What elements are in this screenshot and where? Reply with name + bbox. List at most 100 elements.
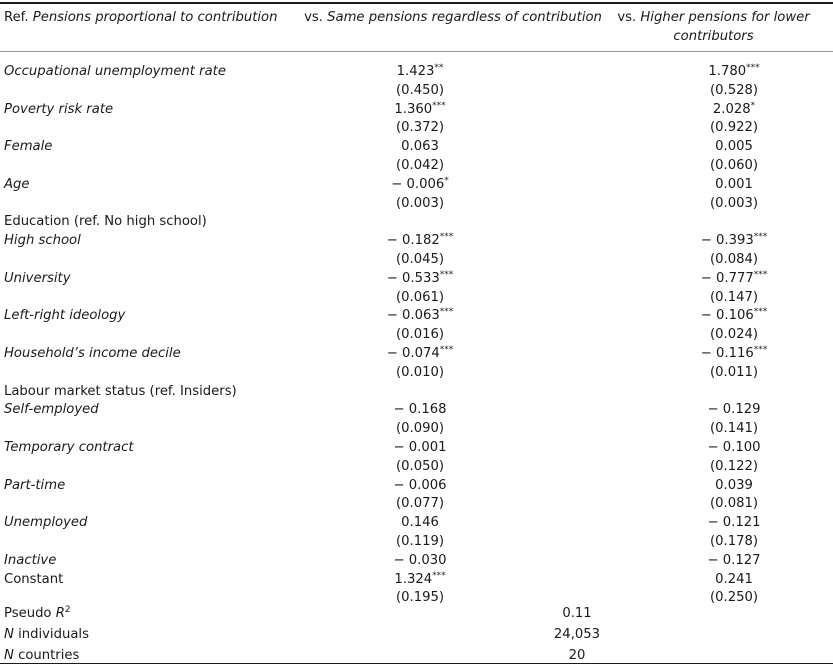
cell-higher-pensions: (0.084) bbox=[709, 252, 759, 267]
cell-higher-pensions: − 0.116*** bbox=[700, 345, 768, 362]
cell-higher-pensions: (0.141) bbox=[709, 421, 759, 437]
col2-prefix: vs. bbox=[617, 10, 641, 25]
row-label: University bbox=[4, 270, 71, 286]
footer-label: N countries bbox=[4, 648, 80, 663]
row-label: Constant bbox=[4, 571, 64, 587]
cell-higher-pensions: (0.081) bbox=[709, 496, 759, 512]
cell-same-pensions: (0.119) bbox=[395, 534, 445, 549]
cell-same-pensions: − 0.533*** bbox=[386, 269, 454, 286]
table-row: High school − 0.182*** − 0.393*** bbox=[0, 231, 833, 250]
header-reference: Ref. Pensions proportional to contributi… bbox=[4, 8, 304, 27]
significance-stars: *** bbox=[439, 345, 454, 355]
table-row-se: (0.195) (0.250) bbox=[0, 588, 833, 607]
cell-same-pensions: − 0.006 bbox=[393, 477, 447, 493]
table-row: Age − 0.006* 0.001 bbox=[0, 175, 833, 194]
table-row-se: (0.450) (0.528) bbox=[0, 81, 833, 100]
table-row-se: (0.090) (0.141) bbox=[0, 419, 833, 438]
ref-prefix: Ref. bbox=[4, 10, 33, 25]
table-row-se: (0.016) (0.024) bbox=[0, 325, 833, 344]
col1-label: Same pensions regardless of contribution bbox=[327, 10, 602, 25]
significance-stars: *** bbox=[753, 269, 768, 280]
cell-same-pensions: − 0.168 bbox=[393, 402, 447, 418]
cell-higher-pensions: (0.178) bbox=[709, 534, 759, 549]
cell-same-pensions: (0.050) bbox=[395, 458, 445, 474]
cell-higher-pensions: 0.005 bbox=[715, 139, 753, 155]
row-label: Poverty risk rate bbox=[4, 101, 114, 117]
cell-same-pensions: 0.146 bbox=[401, 515, 439, 531]
significance-stars: *** bbox=[439, 307, 454, 318]
significance-stars: ** bbox=[434, 63, 444, 73]
top-rule bbox=[0, 2, 833, 4]
table-row-se: (0.077) (0.081) bbox=[0, 494, 833, 513]
table-row: Occupational unemployment rate 1.423** 1.7… bbox=[0, 62, 833, 81]
cell-higher-pensions: − 0.777*** bbox=[700, 269, 768, 286]
significance-stars: *** bbox=[432, 100, 446, 111]
table-row: Unemployed 0.146 − 0.121 bbox=[0, 513, 833, 532]
significance-stars: *** bbox=[753, 345, 768, 355]
bottom-rule bbox=[0, 663, 833, 664]
cell-same-pensions: 1.324*** bbox=[394, 570, 446, 587]
cell-same-pensions: − 0.006* bbox=[391, 175, 449, 192]
cell-higher-pensions: (0.250) bbox=[709, 590, 759, 606]
table-row-se: (0.119) (0.178) bbox=[0, 532, 833, 551]
significance-stars: *** bbox=[439, 269, 454, 280]
cell-higher-pensions: 0.001 bbox=[715, 176, 753, 192]
table-row: Poverty risk rate 1.360*** 2.028* bbox=[0, 100, 833, 119]
cell-higher-pensions: 0.241 bbox=[715, 571, 753, 587]
table-row: Temporary contract − 0.001 − 0.100 bbox=[0, 438, 833, 457]
row-label: Inactive bbox=[4, 552, 57, 568]
cell-same-pensions: − 0.074*** bbox=[386, 345, 454, 362]
footer-value: 20 bbox=[568, 648, 586, 663]
cell-same-pensions: − 0.030 bbox=[393, 552, 447, 568]
table-row: Left-right ideology − 0.063*** − 0.106*** bbox=[0, 306, 833, 325]
table-row-se: (0.050) (0.122) bbox=[0, 457, 833, 476]
significance-stars: *** bbox=[746, 63, 760, 73]
cell-same-pensions: 1.360*** bbox=[394, 100, 446, 117]
cell-higher-pensions: − 0.127 bbox=[707, 552, 761, 568]
table-row-se: (0.045) (0.084) bbox=[0, 250, 833, 269]
row-label: Temporary contract bbox=[4, 440, 134, 455]
cell-higher-pensions: (0.024) bbox=[709, 327, 759, 343]
table-row: Education (ref. No high school) bbox=[0, 212, 833, 231]
row-label: Household’s income decile bbox=[4, 346, 181, 361]
cell-same-pensions: 0.063 bbox=[401, 139, 439, 155]
cell-same-pensions: (0.045) bbox=[395, 252, 445, 267]
cell-same-pensions: (0.090) bbox=[395, 421, 445, 437]
cell-higher-pensions: − 0.100 bbox=[707, 440, 761, 455]
footer-value: 0.11 bbox=[562, 606, 592, 621]
cell-same-pensions: − 0.182*** bbox=[386, 232, 454, 249]
col2-label: Higher pensions for lower contributors bbox=[640, 10, 810, 44]
cell-same-pensions: (0.195) bbox=[395, 590, 445, 606]
row-label: Occupational unemployment rate bbox=[4, 64, 226, 79]
cell-same-pensions: 1.423** bbox=[396, 63, 444, 80]
cell-higher-pensions: (0.147) bbox=[709, 289, 759, 305]
header-col2: vs. Higher pensions for lower contributo… bbox=[600, 8, 827, 46]
footer-value: 24,053 bbox=[553, 627, 601, 642]
cell-same-pensions: (0.016) bbox=[395, 327, 445, 343]
table-row: Self-employed − 0.168 − 0.129 bbox=[0, 400, 833, 419]
header-col1: vs. Same pensions regardless of contribu… bbox=[300, 8, 606, 27]
cell-higher-pensions: 1.780*** bbox=[708, 63, 760, 80]
footer-label: Pseudo R2 bbox=[4, 605, 71, 622]
row-label: Labour market status (ref. Insiders) bbox=[4, 383, 237, 399]
footer-row-n-countries: N countries 20 bbox=[0, 646, 833, 665]
table-row: University − 0.533*** − 0.777*** bbox=[0, 269, 833, 288]
footer-row-pseudo-r2: Pseudo R2 0.11 bbox=[0, 604, 833, 623]
row-label: Age bbox=[4, 176, 30, 192]
table-row-se: (0.010) (0.011) bbox=[0, 363, 833, 382]
row-label: Self-employed bbox=[4, 402, 99, 418]
table-row-se: (0.372) (0.922) bbox=[0, 118, 833, 137]
row-label: Left-right ideology bbox=[4, 308, 126, 324]
row-label: Education (ref. No high school) bbox=[4, 214, 207, 230]
cell-higher-pensions: (0.060) bbox=[709, 158, 759, 173]
table-row: Labour market status (ref. Insiders) bbox=[0, 382, 833, 401]
significance-stars: * bbox=[444, 175, 449, 186]
table-row-se: (0.042) (0.060) bbox=[0, 156, 833, 175]
table-row-se: (0.003) (0.003) bbox=[0, 194, 833, 213]
cell-same-pensions: (0.077) bbox=[395, 496, 445, 512]
cell-higher-pensions: (0.122) bbox=[709, 458, 759, 474]
significance-stars: *** bbox=[753, 232, 768, 243]
table-row: Inactive − 0.030 − 0.127 bbox=[0, 551, 833, 570]
cell-same-pensions: (0.372) bbox=[395, 120, 445, 136]
